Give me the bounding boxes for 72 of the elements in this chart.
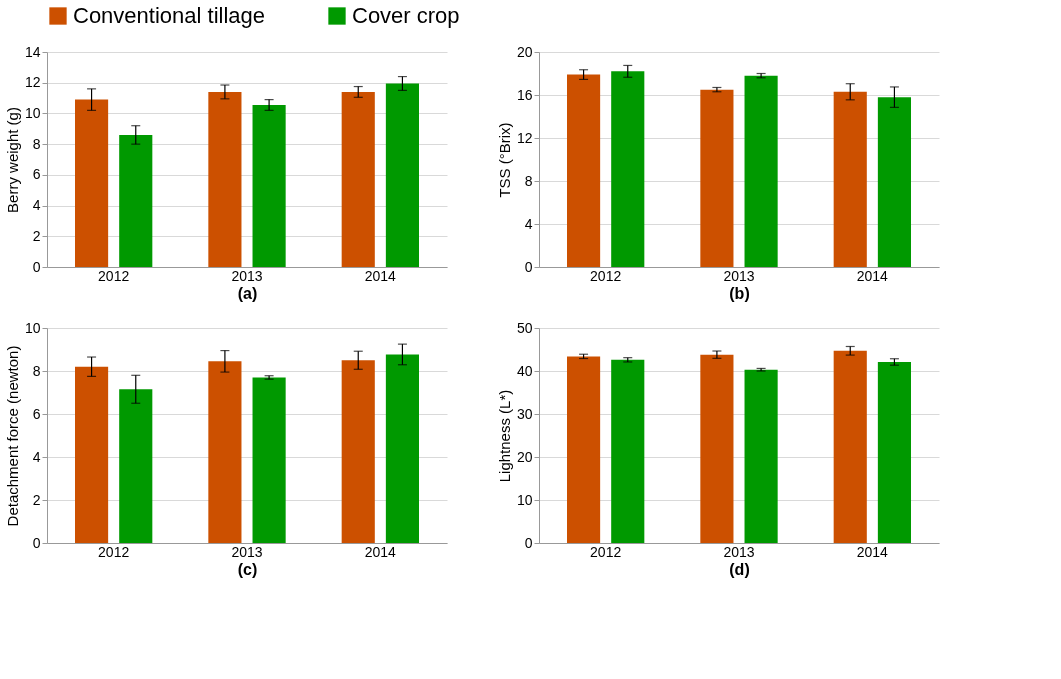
y-tick-label: 16 xyxy=(516,86,533,103)
y-tick-label: 10 xyxy=(24,104,41,121)
legend-label: Cover crop xyxy=(352,3,460,28)
x-tick-label: 2014 xyxy=(856,543,889,560)
y-axis-title: TSS (°Brix) xyxy=(495,122,513,198)
bar xyxy=(744,75,778,267)
y-tick-label: 40 xyxy=(516,362,533,379)
y-tick-label: 6 xyxy=(32,405,41,422)
y-tick-label: 12 xyxy=(24,74,41,91)
y-tick-label: 0 xyxy=(524,258,533,275)
bar xyxy=(208,361,242,543)
bar xyxy=(252,104,286,267)
y-axis-title: Berry weight (g) xyxy=(3,107,21,213)
y-tick-label: 12 xyxy=(516,129,533,146)
bar xyxy=(700,354,734,543)
x-tick-label: 2014 xyxy=(364,267,397,284)
y-tick-label: 2 xyxy=(32,227,41,244)
bar xyxy=(75,99,109,267)
bar xyxy=(744,369,778,543)
y-tick-label: 20 xyxy=(516,43,533,60)
bar xyxy=(877,97,911,267)
y-tick-label: 0 xyxy=(32,258,41,275)
y-tick-label: 4 xyxy=(32,197,41,214)
bar xyxy=(611,359,645,543)
y-tick-label: 14 xyxy=(24,43,41,60)
bar xyxy=(567,74,601,267)
x-tick-label: 2013 xyxy=(723,543,755,560)
bar xyxy=(833,350,867,543)
x-axis-title: (c) xyxy=(237,560,258,578)
bar xyxy=(341,360,375,543)
x-axis-title: (a) xyxy=(237,284,258,302)
y-tick-label: 20 xyxy=(516,448,533,465)
x-tick-label: 2012 xyxy=(590,543,622,560)
x-axis-title: (d) xyxy=(729,560,750,578)
bar xyxy=(611,71,645,267)
y-tick-label: 4 xyxy=(32,448,41,465)
y-tick-label: 8 xyxy=(32,362,41,379)
bar xyxy=(119,389,153,543)
bar xyxy=(252,377,286,543)
y-tick-label: 0 xyxy=(524,534,533,551)
y-tick-label: 30 xyxy=(516,405,533,422)
bar xyxy=(119,134,153,267)
bar xyxy=(385,83,419,267)
y-tick-label: 50 xyxy=(516,319,533,336)
x-tick-label: 2013 xyxy=(231,543,263,560)
y-tick-label: 8 xyxy=(524,172,533,189)
legend-label: Conventional tillage xyxy=(73,3,266,28)
x-tick-label: 2014 xyxy=(856,267,889,284)
x-tick-label: 2012 xyxy=(98,543,130,560)
y-axis-title: Detachment force (newton) xyxy=(3,345,21,527)
y-tick-label: 4 xyxy=(524,215,533,232)
y-tick-label: 10 xyxy=(24,319,41,336)
y-tick-label: 2 xyxy=(32,491,41,508)
bar xyxy=(341,91,375,267)
bar xyxy=(385,354,419,543)
bar xyxy=(567,356,601,543)
bar xyxy=(833,91,867,267)
x-axis-title: (b) xyxy=(729,284,750,302)
y-tick-label: 8 xyxy=(32,135,41,152)
x-tick-label: 2013 xyxy=(231,267,263,284)
y-axis-title: Lightness (L*) xyxy=(495,389,513,483)
bar xyxy=(208,91,242,267)
x-tick-label: 2012 xyxy=(98,267,130,284)
y-tick-label: 0 xyxy=(32,534,41,551)
x-tick-label: 2012 xyxy=(590,267,622,284)
x-tick-label: 2014 xyxy=(364,543,397,560)
bar xyxy=(877,361,911,543)
x-tick-label: 2013 xyxy=(723,267,755,284)
bar xyxy=(75,366,109,543)
y-tick-label: 10 xyxy=(516,491,533,508)
y-tick-label: 6 xyxy=(32,166,41,183)
bar xyxy=(700,89,734,267)
